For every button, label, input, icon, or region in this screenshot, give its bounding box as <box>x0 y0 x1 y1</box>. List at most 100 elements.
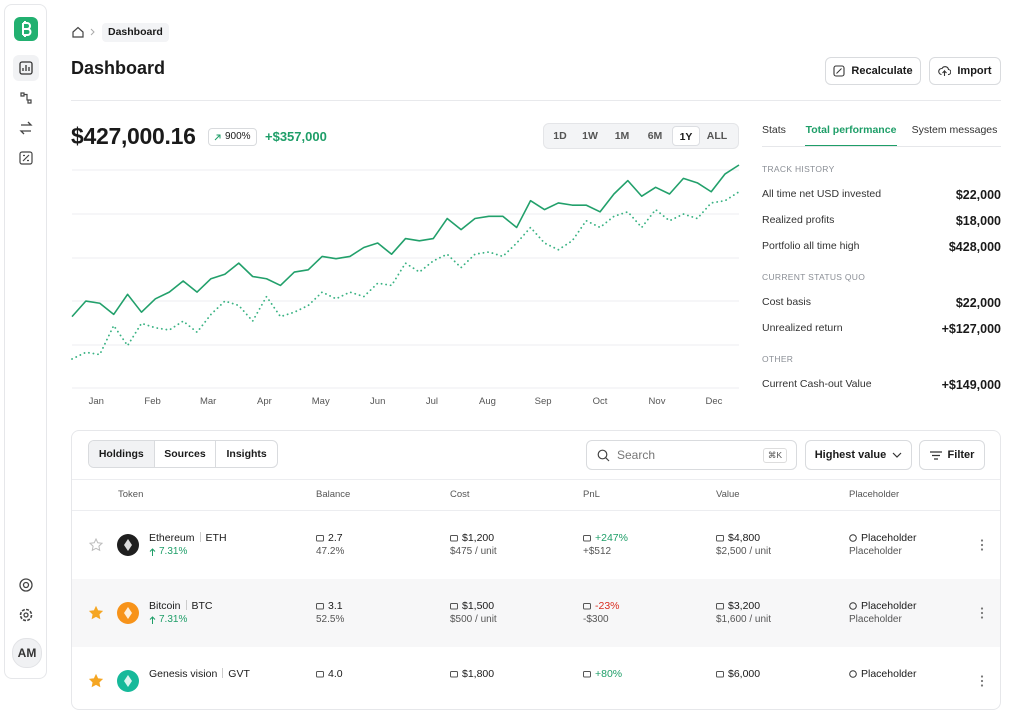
up-arrow-icon <box>149 547 156 556</box>
up-arrow-path <box>149 547 156 556</box>
stat-label: All time net USD invested <box>762 188 882 200</box>
menu-dot <box>980 616 984 619</box>
icon-shape <box>316 535 324 542</box>
token-symbol: ETH <box>205 532 227 544</box>
star-path <box>89 538 103 552</box>
row-menu[interactable] <box>980 607 984 619</box>
pnl-icon <box>583 535 591 542</box>
menu-dot <box>980 679 984 683</box>
placeholder-cell: Placeholder <box>849 600 916 612</box>
pnl-sub: -$300 <box>583 614 609 625</box>
balance-sub: 52.5% <box>316 614 345 625</box>
logo[interactable] <box>14 17 38 41</box>
column-header: Balance <box>316 489 351 500</box>
nav-transfers[interactable] <box>13 115 39 141</box>
placeholder-main: Placeholder <box>861 532 917 544</box>
column-header: PnL <box>583 489 600 500</box>
token-name-line: Ethereum ETH <box>149 532 227 544</box>
nav-sources[interactable] <box>13 85 39 111</box>
panel-tab[interactable]: Stats <box>762 124 786 136</box>
x-tick-label: Jun <box>370 396 385 407</box>
token-change: 7.31% <box>159 546 188 557</box>
placeholder-icon <box>849 534 857 542</box>
search-box[interactable]: Search ⌘K <box>586 440 797 470</box>
token-name: Ethereum <box>149 532 195 544</box>
holding-row[interactable]: Bitcoin BTC 7.31% 3.1 52.5% $1,500 $500 / unit… <box>72 579 1000 647</box>
balance-sub: 47.2% <box>316 546 345 557</box>
x-tick-label: Jan <box>89 396 104 407</box>
cost-cell: $1,200 <box>450 532 494 544</box>
pnl-icon <box>583 671 591 678</box>
star-icon[interactable] <box>89 538 103 552</box>
menu-dot <box>980 539 984 542</box>
column-header: Placeholder <box>849 489 900 500</box>
balance-main: 3.1 <box>328 600 343 612</box>
placeholder-main: Placeholder <box>861 668 917 680</box>
token-name: Genesis vision <box>149 668 218 680</box>
grid <box>72 169 739 389</box>
nav-reports[interactable] <box>13 145 39 171</box>
holding-row[interactable]: Ethereum ETH 7.31% 2.7 47.2% $1,200 $475 / uni… <box>72 511 1000 579</box>
pnl-main: +80% <box>595 668 623 680</box>
page-body: AM Dashboard Dashboard Recalculate Impor… <box>4 4 1001 710</box>
stat-label: Portfolio all time high <box>762 240 860 252</box>
chevron-icon <box>892 452 902 458</box>
x-tick-label: Aug <box>479 396 496 407</box>
token-icon <box>117 534 139 556</box>
value-cell: $6,000 <box>716 668 760 680</box>
cost-icon <box>450 671 458 678</box>
filter-button[interactable]: Filter <box>919 440 985 470</box>
pnl-sub: +$512 <box>583 546 612 557</box>
panel-tab[interactable]: System messages <box>911 124 998 136</box>
row-menu[interactable] <box>980 539 984 551</box>
token-change-line: 7.31% <box>149 614 187 625</box>
import-button[interactable]: Import <box>929 57 1001 85</box>
value-main: $4,800 <box>728 532 761 544</box>
holdings-tab[interactable]: Insights <box>215 441 277 467</box>
up-arrow-icon <box>149 615 156 624</box>
pnl-main: -23% <box>595 600 620 612</box>
panel-tab[interactable]: Total performance <box>805 124 897 136</box>
page: Dashboard { "breadcrumb": "Dashboard", "… <box>4 4 1001 710</box>
holdings-tabs: Holdings Sources Insights <box>88 440 278 468</box>
nav-help[interactable] <box>13 572 39 598</box>
nav-dashboard[interactable] <box>13 55 39 81</box>
star-icon[interactable] <box>89 674 103 688</box>
avatar[interactable]: AM <box>12 638 42 668</box>
cost-cell: $1,800 <box>450 668 494 680</box>
range-option[interactable]: ALL <box>706 130 728 142</box>
breadcrumb-current[interactable]: Dashboard <box>102 23 169 42</box>
section-heading: OTHER <box>762 354 794 364</box>
value-icon <box>716 603 724 610</box>
star-icon[interactable] <box>89 606 103 620</box>
stat-value: $18,000 <box>955 214 1001 228</box>
range-option[interactable]: 1D <box>553 130 567 142</box>
range-option[interactable]: 6M <box>647 130 663 142</box>
token-change: 7.31% <box>159 614 188 625</box>
holdings-tab[interactable]: Holdings <box>89 441 154 467</box>
icon-circle <box>849 534 857 542</box>
cost-sub: $500 / unit <box>450 614 497 625</box>
search-icon-circle <box>597 449 608 460</box>
sort-dropdown[interactable]: Highest value <box>805 440 912 470</box>
holdings-tab[interactable]: Sources <box>153 441 216 467</box>
icon-shape <box>716 603 724 610</box>
sidebar: AM <box>4 4 47 679</box>
row-menu[interactable] <box>980 675 984 687</box>
balance-cell: 3.1 <box>316 600 343 612</box>
search-icon <box>597 449 610 462</box>
stat-label: Unrealized return <box>762 322 843 334</box>
recalculate-button[interactable]: Recalculate <box>825 57 921 85</box>
range-option[interactable]: 1M <box>614 130 630 142</box>
range-option[interactable]: 1Y <box>672 126 700 146</box>
performance-panel: Stats Total performance System messages TRA… <box>762 110 1001 410</box>
balance-icon <box>316 535 324 542</box>
range-option[interactable]: 1W <box>582 130 598 142</box>
home-icon[interactable] <box>71 25 85 39</box>
nav-settings[interactable] <box>13 602 39 628</box>
stat-value: $428,000 <box>948 240 1001 254</box>
star-path <box>89 674 103 688</box>
x-tick-label: Nov <box>649 396 666 407</box>
x-tick-label: Jul <box>426 396 438 407</box>
holding-row[interactable]: Genesis vision GVT 4.0 $1,800 +80% $6,000 Plac… <box>72 647 1000 709</box>
